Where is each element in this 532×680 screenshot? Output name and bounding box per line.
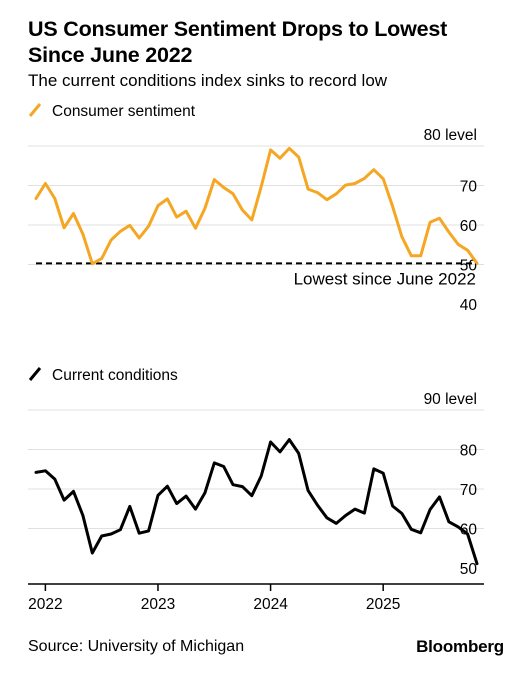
conditions-y-tick-label: 60 [460,522,478,539]
sentiment-legend-label: Consumer sentiment [52,103,196,120]
sentiment-legend-swatch [28,103,42,117]
sentiment-series-line [34,146,479,266]
conditions-legend-swatch [28,367,42,381]
chart-title: US Consumer Sentiment Drops to Lowest Si… [28,17,448,67]
x-tick-label: 2024 [253,596,288,613]
conditions-series-line [34,438,479,566]
conditions-y-tick-label: 50 [460,561,478,578]
sentiment-y-tick-label: 60 [460,218,478,235]
sentiment-y-tick-label: 50 [460,258,478,275]
sentiment-reference-label: Lowest since June 2022 [294,269,476,288]
conditions-legend-label: Current conditions [52,367,178,384]
sentiment-y-tick-label: 80 level [424,127,477,144]
sentiment-y-tick-label: 70 [460,179,478,196]
conditions-y-tick-label: 70 [460,482,478,499]
source-note: Source: University of Michigan [28,638,245,655]
x-tick-label: 2023 [141,596,175,613]
x-tick-label: 2022 [28,596,62,613]
conditions-y-tick-label: 80 [460,443,478,460]
brand-logo: Bloomberg [416,637,504,656]
x-tick-label: 2025 [366,596,400,613]
chart-subtitle: The current conditions index sinks to re… [28,71,388,90]
conditions-y-tick-label: 90 level [424,391,477,408]
sentiment-y-tick-label: 40 [460,297,478,314]
